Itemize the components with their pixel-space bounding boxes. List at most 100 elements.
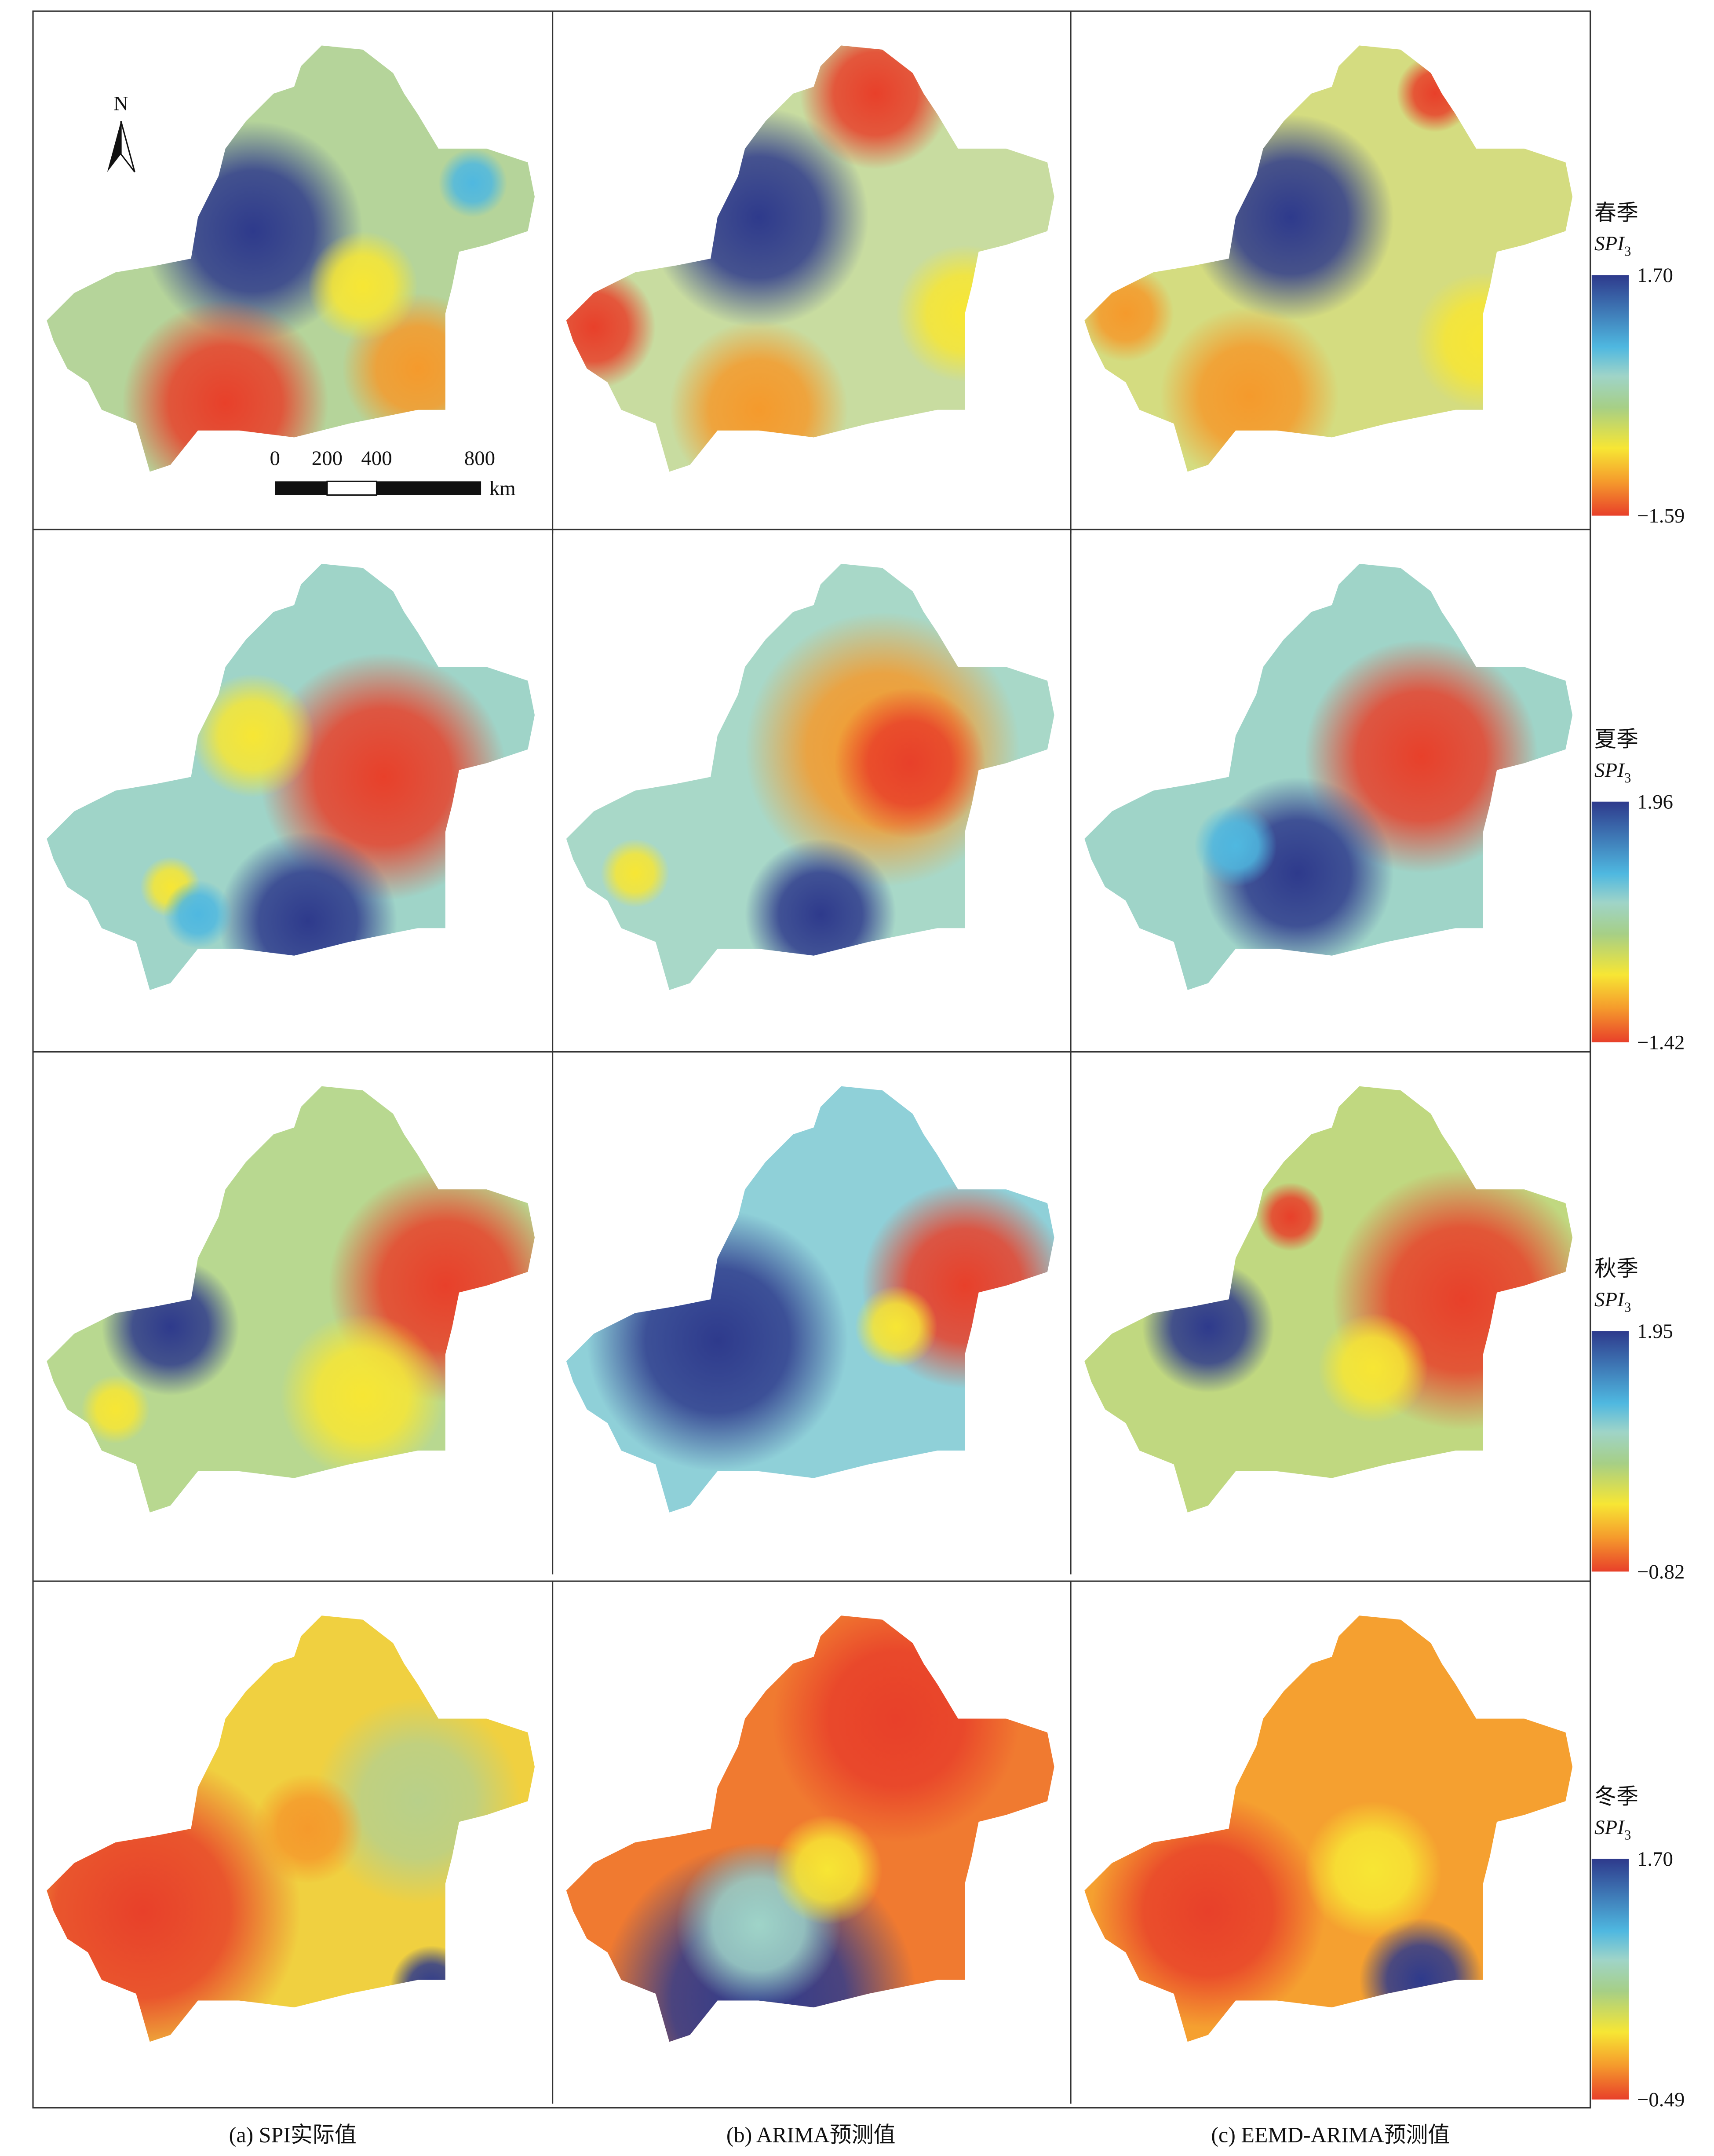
map-shading bbox=[1256, 1182, 1325, 1251]
index-subscript: 3 bbox=[1624, 244, 1631, 259]
map-shading bbox=[669, 320, 848, 472]
map-shape bbox=[566, 1086, 1054, 1513]
map-shading bbox=[1084, 265, 1174, 362]
map-shading bbox=[102, 1258, 239, 1396]
scale-bar bbox=[376, 481, 481, 495]
maps bbox=[33, 11, 1590, 2104]
frame bbox=[32, 10, 1591, 2108]
map-shading bbox=[1414, 272, 1552, 410]
map-panel bbox=[47, 563, 535, 990]
column-caption: (a) SPI实际值 bbox=[229, 2122, 357, 2147]
map-shape bbox=[1084, 563, 1573, 990]
index-subscript: 3 bbox=[1624, 1827, 1631, 1843]
map-shading bbox=[253, 1773, 363, 1884]
map-shading bbox=[163, 880, 233, 949]
scale-label: 400 bbox=[361, 447, 392, 470]
index-name: SPI bbox=[1594, 232, 1625, 255]
map-shading bbox=[1194, 804, 1277, 887]
map-shading bbox=[745, 839, 897, 990]
column-caption: (b) ARIMA预测值 bbox=[726, 2122, 896, 2147]
map-shading bbox=[122, 300, 329, 472]
map-shading bbox=[772, 1815, 883, 1925]
map-shading bbox=[1187, 114, 1394, 321]
legend-min: −1.42 bbox=[1637, 1031, 1685, 1054]
map-shading bbox=[1160, 307, 1339, 472]
legend-max: 1.70 bbox=[1637, 1848, 1673, 1871]
index-label: SPI3 bbox=[1594, 1816, 1631, 1843]
color-bar bbox=[1591, 1859, 1629, 2100]
scale-bar bbox=[326, 480, 378, 496]
map-shading bbox=[81, 1375, 150, 1444]
map-panel bbox=[47, 1086, 535, 1513]
north-arrow bbox=[120, 121, 135, 172]
map-panel bbox=[1084, 563, 1573, 990]
season-label: 夏季 bbox=[1594, 727, 1638, 752]
legend-min: −1.59 bbox=[1637, 504, 1685, 527]
map-shading bbox=[896, 245, 1034, 383]
north-arrow bbox=[107, 121, 121, 172]
legend-min: −0.82 bbox=[1637, 1560, 1685, 1583]
scale-label: 0 bbox=[270, 447, 280, 470]
legends: 春季SPI31.70−1.59夏季SPI31.96−1.42秋季SPI31.95… bbox=[1591, 200, 1685, 2111]
season-label: 秋季 bbox=[1594, 1256, 1638, 1281]
map-shape bbox=[1084, 1086, 1573, 1513]
map-base bbox=[1084, 1086, 1573, 1513]
map-panel bbox=[1084, 45, 1573, 472]
index-label: SPI3 bbox=[1594, 759, 1631, 786]
scale-label: 200 bbox=[312, 447, 343, 470]
map-panel bbox=[1084, 1086, 1573, 1513]
map-panel bbox=[566, 45, 1054, 472]
map-shape bbox=[47, 1615, 535, 2042]
map-shading bbox=[855, 1286, 937, 1368]
legend-min: −0.49 bbox=[1637, 2088, 1685, 2111]
index-name: SPI bbox=[1594, 1288, 1625, 1311]
map-shading bbox=[390, 1945, 473, 2028]
map-base bbox=[47, 1086, 535, 1513]
map-shading bbox=[1318, 1313, 1428, 1423]
index-label: SPI3 bbox=[1594, 232, 1631, 259]
map-shading bbox=[1304, 1801, 1442, 1939]
map-panel bbox=[1084, 1615, 1573, 2042]
map-shading bbox=[1396, 55, 1473, 132]
index-subscript: 3 bbox=[1624, 770, 1631, 786]
color-bar bbox=[1591, 275, 1629, 516]
map-panel bbox=[47, 1615, 535, 2042]
map-shading bbox=[280, 1313, 445, 1478]
map-shading bbox=[772, 1615, 1020, 1843]
map-shading bbox=[191, 673, 315, 798]
scale-label: 800 bbox=[464, 447, 495, 470]
map-shading bbox=[219, 832, 398, 990]
index-label: SPI3 bbox=[1594, 1288, 1631, 1315]
map-shading bbox=[438, 148, 507, 218]
color-bar bbox=[1591, 801, 1629, 1042]
scale-bar bbox=[275, 481, 327, 495]
map-shape bbox=[47, 1086, 535, 1513]
season-label: 冬季 bbox=[1594, 1784, 1638, 1809]
color-bar bbox=[1591, 1331, 1629, 1572]
legend-max: 1.96 bbox=[1637, 790, 1673, 813]
legend-max: 1.95 bbox=[1637, 1320, 1673, 1343]
map-shading bbox=[587, 1210, 848, 1472]
map-shading bbox=[1091, 1794, 1325, 2028]
map-shading bbox=[834, 687, 986, 839]
map-shading bbox=[1142, 1261, 1274, 1393]
map-shading bbox=[308, 231, 418, 341]
map-shape bbox=[1084, 1615, 1573, 2042]
column-caption: (c) EEMD-ARIMA预测值 bbox=[1211, 2122, 1450, 2147]
map-shape bbox=[566, 563, 1054, 990]
map-shape bbox=[566, 1615, 1054, 2042]
index-name: SPI bbox=[1594, 1816, 1625, 1839]
index-subscript: 3 bbox=[1624, 1299, 1631, 1315]
map-panel bbox=[566, 563, 1054, 990]
map-shape bbox=[1084, 45, 1573, 472]
season-label: 春季 bbox=[1594, 200, 1638, 225]
map-shape bbox=[47, 563, 535, 990]
north-label: N bbox=[113, 92, 128, 115]
map-shading bbox=[566, 265, 656, 389]
map-panel bbox=[566, 1086, 1054, 1513]
legend-max: 1.70 bbox=[1637, 264, 1673, 287]
scale-unit: km bbox=[489, 477, 516, 500]
map-shading bbox=[601, 839, 670, 908]
